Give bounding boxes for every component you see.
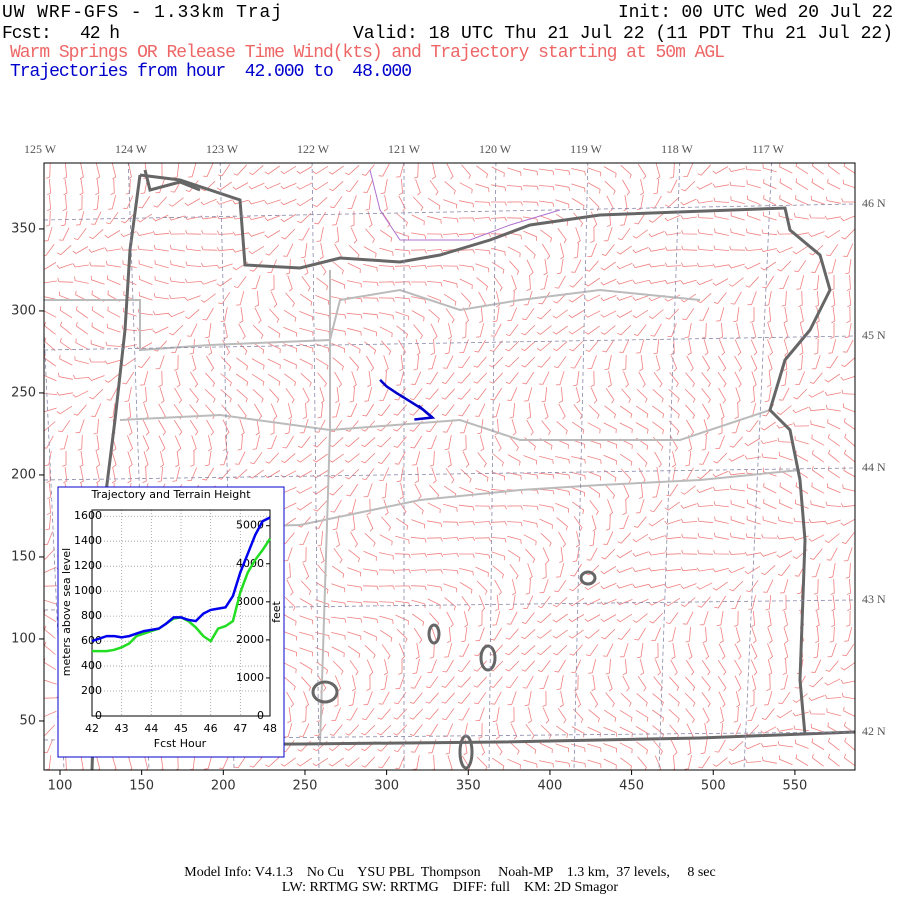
longitude-label: 117 W xyxy=(752,142,784,156)
header-subtitle: Warm Springs OR Release Time Wind(kts) a… xyxy=(10,43,725,63)
y-tick-label: 100 xyxy=(11,631,36,646)
county-line xyxy=(319,270,331,746)
y2-tick-label: 5000 xyxy=(236,519,264,532)
longitude-line xyxy=(311,163,320,770)
longitude-label: 124 W xyxy=(115,142,148,156)
x-tick-label: 400 xyxy=(538,779,563,794)
latitude-label: 46 N xyxy=(862,196,886,210)
header-init: Init: 00 UTC Wed 20 Jul 22 xyxy=(618,3,893,23)
x-tick-label: 46 xyxy=(204,722,218,735)
longitude-line xyxy=(488,163,497,770)
y-tick-label: 1000 xyxy=(74,584,102,597)
latitude-line xyxy=(44,335,855,351)
longitude-label: 120 W xyxy=(479,142,512,156)
x-axis-label: Fcst Hour xyxy=(154,737,207,750)
longitude-label: 118 W xyxy=(661,142,693,156)
longitude-label: 119 W xyxy=(570,142,602,156)
y2-tick-label: 3000 xyxy=(236,595,264,608)
state-border xyxy=(139,173,832,736)
y-tick-label: 350 xyxy=(11,221,36,236)
series-line xyxy=(91,516,271,643)
header-title: UW WRF-GFS - 1.33km Traj xyxy=(2,3,282,23)
county-line xyxy=(109,469,801,531)
map-frame xyxy=(43,162,856,771)
y-tick-label: 50 xyxy=(19,713,36,728)
y-axis-label: meters above sea level xyxy=(60,548,73,676)
y-tick-label: 300 xyxy=(11,303,36,318)
inset-frame xyxy=(57,486,285,758)
x-tick-label: 550 xyxy=(782,779,807,794)
longitude-label: 125 W xyxy=(24,142,57,156)
y-tick-label: 1600 xyxy=(74,509,102,522)
trajectory-arrow xyxy=(414,404,436,421)
lake xyxy=(311,680,339,704)
y-tick-label: 200 xyxy=(11,467,36,482)
latitude-line xyxy=(44,203,855,221)
coastline xyxy=(143,169,201,192)
latitude-label: 43 N xyxy=(862,592,886,606)
x-tick-label: 43 xyxy=(115,722,129,735)
header-trajectory-hours: Trajectories from hour 42.000 to 48.000 xyxy=(10,62,412,82)
y-tick-label: 150 xyxy=(11,549,36,564)
county-line xyxy=(119,409,771,441)
footer-line: LW: RRTMG SW: RRTMG DIFF: full KM: 2D Sm… xyxy=(282,880,618,895)
x-tick-label: 250 xyxy=(293,779,318,794)
longitude-label: 122 W xyxy=(297,142,330,156)
lake xyxy=(427,623,441,645)
inset-chart: Trajectory and Terrain Height Fcst Hour … xyxy=(57,486,285,758)
y2-tick-label: 1000 xyxy=(236,671,264,684)
river xyxy=(369,169,561,241)
footer-line: Model Info: V4.1.3 No Cu YSU PBL Thompso… xyxy=(184,865,715,880)
latitude-label: 45 N xyxy=(862,328,886,342)
county-line xyxy=(44,288,701,352)
y2-tick-label: 2000 xyxy=(236,633,264,646)
inset-title: Trajectory and Terrain Height xyxy=(90,488,251,501)
lake xyxy=(579,570,597,586)
header-valid: Valid: 18 UTC Thu 21 Jul 22 (11 PDT Thu … xyxy=(353,24,893,44)
x-tick-label: 48 xyxy=(263,722,277,735)
y-tick-label: 1400 xyxy=(74,534,102,547)
longitude-label: 121 W xyxy=(388,142,421,156)
lake xyxy=(479,644,497,672)
x-tick-label: 300 xyxy=(374,779,399,794)
x-tick-label: 450 xyxy=(619,779,644,794)
x-tick-label: 350 xyxy=(456,779,481,794)
x-tick-label: 200 xyxy=(211,779,236,794)
plot-frame xyxy=(91,509,271,717)
longitude-line xyxy=(573,163,589,770)
y-tick-label: 250 xyxy=(11,385,36,400)
x-tick-label: 100 xyxy=(48,779,73,794)
x-tick-label: 42 xyxy=(85,722,99,735)
boundaries xyxy=(44,169,855,770)
longitude-line xyxy=(658,163,681,770)
latitude-label: 44 N xyxy=(862,460,886,474)
x-tick-label: 47 xyxy=(233,722,247,735)
latitude-line xyxy=(44,467,855,481)
longitude-label: 123 W xyxy=(206,142,239,156)
x-tick-label: 500 xyxy=(701,779,726,794)
x-tick-label: 45 xyxy=(174,722,188,735)
y2-axis-label: feet xyxy=(270,600,283,622)
x-tick-label: 150 xyxy=(129,779,154,794)
longitude-line xyxy=(743,163,773,770)
x-tick-label: 44 xyxy=(144,722,158,735)
header-fcst: Fcst: 42 h xyxy=(2,24,120,44)
latitude-label: 42 N xyxy=(862,724,886,738)
y-tick-label: 1200 xyxy=(74,559,102,572)
